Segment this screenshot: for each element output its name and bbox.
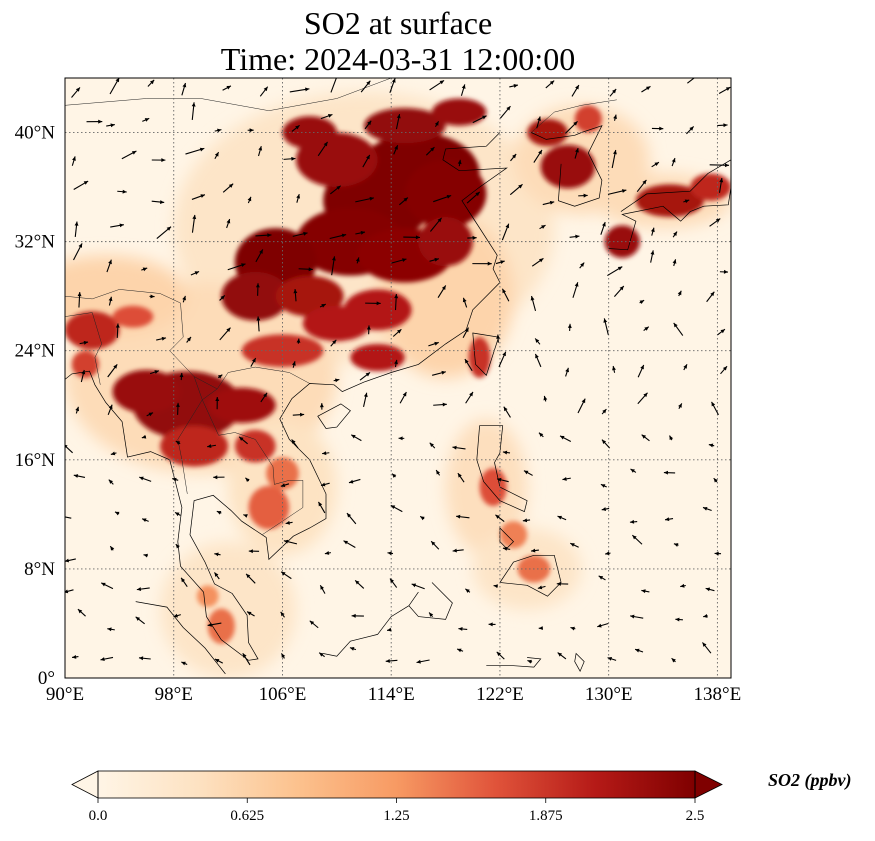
so2-diffuse-patch [160, 542, 296, 678]
colorbar-tick-label: 1.875 [529, 808, 563, 824]
longitude-tick-label: 114°E [368, 684, 415, 705]
so2-hotspot [72, 351, 99, 378]
colorbar-extend-min [72, 771, 98, 798]
colorbar-tick-label: 0.625 [230, 808, 264, 824]
longitude-tick-label: 122°E [476, 684, 524, 705]
so2-hotspot [541, 145, 595, 189]
so2-hotspot [480, 468, 507, 506]
so2-hotspot [350, 344, 404, 371]
colorbar-tick-label: 2.5 [686, 808, 705, 824]
so2-hotspot [303, 306, 371, 341]
longitude-tick-label: 106°E [259, 684, 307, 705]
latitude-tick-label: 16°N [15, 450, 56, 471]
latitude-tick-label: 8°N [24, 559, 55, 580]
so2-hotspot [690, 173, 731, 200]
longitude-tick-label: 98°E [155, 684, 193, 705]
colorbar-extend-max [695, 771, 722, 798]
so2-hotspot [160, 426, 228, 467]
so2-hotspot [113, 306, 154, 328]
colorbar-ticks: 0.0 0.625 1.25 1.875 2.5 [89, 798, 705, 824]
longitude-tick-label: 130°E [585, 684, 633, 705]
latitude-tick-label: 0° [38, 668, 55, 689]
latitude-tick-label: 24°N [15, 341, 56, 362]
so2-hotspot [208, 388, 276, 423]
so2-hotspot [248, 486, 289, 530]
latitude-tick-label: 40°N [15, 123, 56, 144]
so2-hotspot [113, 370, 181, 414]
colorbar-gradient [98, 771, 695, 798]
colorbar: 0.0 0.625 1.25 1.875 2.5 SO2 (ppbv) [72, 770, 852, 824]
colorbar-tick-label: 0.0 [89, 808, 108, 824]
colorbar-tick-label: 1.25 [383, 808, 409, 824]
so2-hotspot [432, 98, 486, 125]
so2-hotspot [575, 105, 602, 132]
so2-hotspot [65, 311, 119, 349]
latitude-tick-label: 32°N [15, 232, 56, 253]
colorbar-label: SO2 (ppbv) [768, 770, 852, 791]
so2-hotspot [500, 521, 527, 548]
map-plot-area [24, 74, 731, 690]
longitude-tick-label: 138°E [694, 684, 742, 705]
